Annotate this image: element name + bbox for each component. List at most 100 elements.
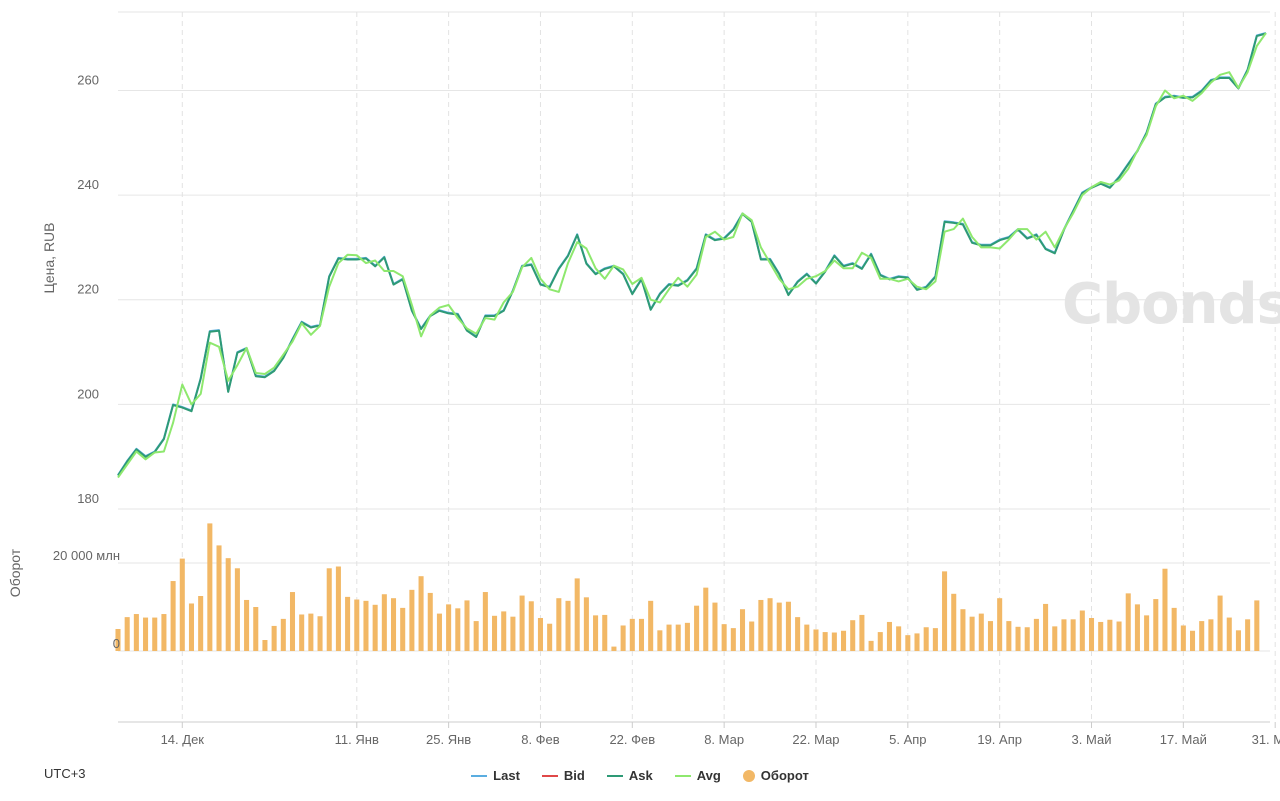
volume-bar (372, 604, 378, 651)
legend-label-bid: Bid (563, 768, 585, 783)
volume-bar (427, 592, 433, 651)
volume-bar (1245, 619, 1251, 651)
volume-bar (684, 622, 690, 651)
volume-bar (997, 598, 1003, 651)
volume-bar (694, 605, 700, 651)
volume-bar (776, 602, 782, 651)
price-tick-label: 200 (77, 386, 99, 401)
volume-bar (831, 632, 837, 651)
volume-bar (813, 629, 819, 651)
grid (118, 11, 1276, 728)
volume-bar (133, 614, 139, 651)
volume-bar (289, 592, 296, 651)
x-tick-label: 17. Май (1160, 732, 1207, 747)
volume-bar (942, 571, 948, 651)
x-tick-label: 5. Апр (889, 732, 926, 747)
volume-bar (1070, 619, 1076, 651)
volume-bar (758, 599, 764, 651)
volume-bar (1024, 627, 1030, 651)
volume-bar (1144, 615, 1150, 651)
volume-bar (932, 628, 938, 651)
volume-bar (418, 576, 424, 651)
volume-bar (501, 611, 507, 651)
volume-bar (987, 621, 994, 651)
volume-bar (638, 618, 645, 651)
x-tick-label: 31. Май (1252, 732, 1280, 747)
volume-bar (446, 604, 452, 651)
volume-bar (225, 558, 231, 651)
volume-dot-icon (742, 769, 755, 782)
volume-bar (152, 617, 158, 651)
price-tick-label: 220 (77, 282, 99, 297)
legend-item-last[interactable]: Last (471, 768, 520, 783)
volume-bar (170, 581, 176, 651)
volume-bar (960, 609, 966, 651)
price-axis-title: Цена, RUB (41, 223, 57, 294)
legend-item-ask[interactable]: Ask (606, 768, 653, 783)
volume-bar (124, 617, 130, 651)
volume-bar (1190, 630, 1196, 651)
volume-tick-label: 20 000 млн (53, 548, 120, 563)
volume-bar (1098, 621, 1104, 651)
volume-bar (188, 603, 194, 651)
x-tick-label: 19. Апр (977, 732, 1022, 747)
volume-bar (143, 617, 149, 651)
volume-bar (859, 614, 865, 651)
volume-bar (583, 597, 589, 651)
volume-bar (1235, 630, 1241, 651)
legend-item-bid[interactable]: Bid (541, 768, 585, 783)
x-tick-label: 11. Янв (335, 732, 379, 747)
volume-bar (877, 632, 883, 651)
volume-bar (969, 616, 975, 651)
volume-bar (409, 589, 415, 651)
volume-bar (1043, 603, 1049, 651)
volume-bar (179, 558, 185, 651)
avg-series-line (117, 32, 1267, 479)
volume-bar (519, 595, 525, 651)
volume-bar (1033, 618, 1039, 651)
volume-bar (326, 568, 332, 651)
volume-bar (335, 566, 341, 651)
volume-bar (253, 607, 259, 651)
price-tick-label: 240 (77, 177, 99, 192)
volume-bar (308, 613, 314, 651)
volume-bar (1199, 621, 1205, 651)
volume-bar (115, 629, 121, 651)
price-tick-label: 180 (77, 491, 99, 506)
x-tick-label: 8. Фев (521, 732, 560, 747)
last-line-icon (471, 774, 488, 777)
volume-bar (739, 609, 746, 651)
volume-bar (537, 618, 543, 651)
volume-bar (1254, 600, 1260, 651)
legend-label-ask: Ask (628, 768, 653, 783)
legend-label-last: Last (493, 768, 520, 783)
volume-bar (574, 578, 580, 651)
x-tick-label: 3. Май (1072, 732, 1112, 747)
volume-bar (436, 613, 442, 651)
volume-bar (1015, 626, 1021, 651)
volume-bar (785, 601, 791, 651)
volume-bar (666, 624, 672, 651)
legend-item-avg[interactable]: Avg (674, 768, 721, 783)
legend-item-volume[interactable]: Оборот (742, 768, 809, 783)
x-tick-label: 14. Дек (161, 732, 205, 747)
volume-bar (1180, 625, 1186, 651)
volume-bar (850, 620, 856, 651)
volume-bar (1052, 626, 1058, 651)
volume-bar (978, 613, 984, 651)
volume-bar (951, 593, 957, 651)
timezone-label: UTC+3 (44, 766, 86, 781)
volume-bar (528, 601, 534, 651)
volume-bar (749, 621, 755, 651)
bid-line-icon (541, 774, 558, 777)
volume-bar (1061, 619, 1067, 651)
volume-bar (886, 621, 892, 651)
volume-bar (161, 614, 167, 651)
volume-bar (556, 598, 562, 651)
volume-bar (464, 600, 470, 651)
ask-line-icon (606, 774, 623, 777)
volume-bar (767, 598, 773, 651)
volume-bar (207, 523, 213, 651)
volume-bars (115, 523, 1260, 651)
volume-bar (712, 602, 718, 651)
